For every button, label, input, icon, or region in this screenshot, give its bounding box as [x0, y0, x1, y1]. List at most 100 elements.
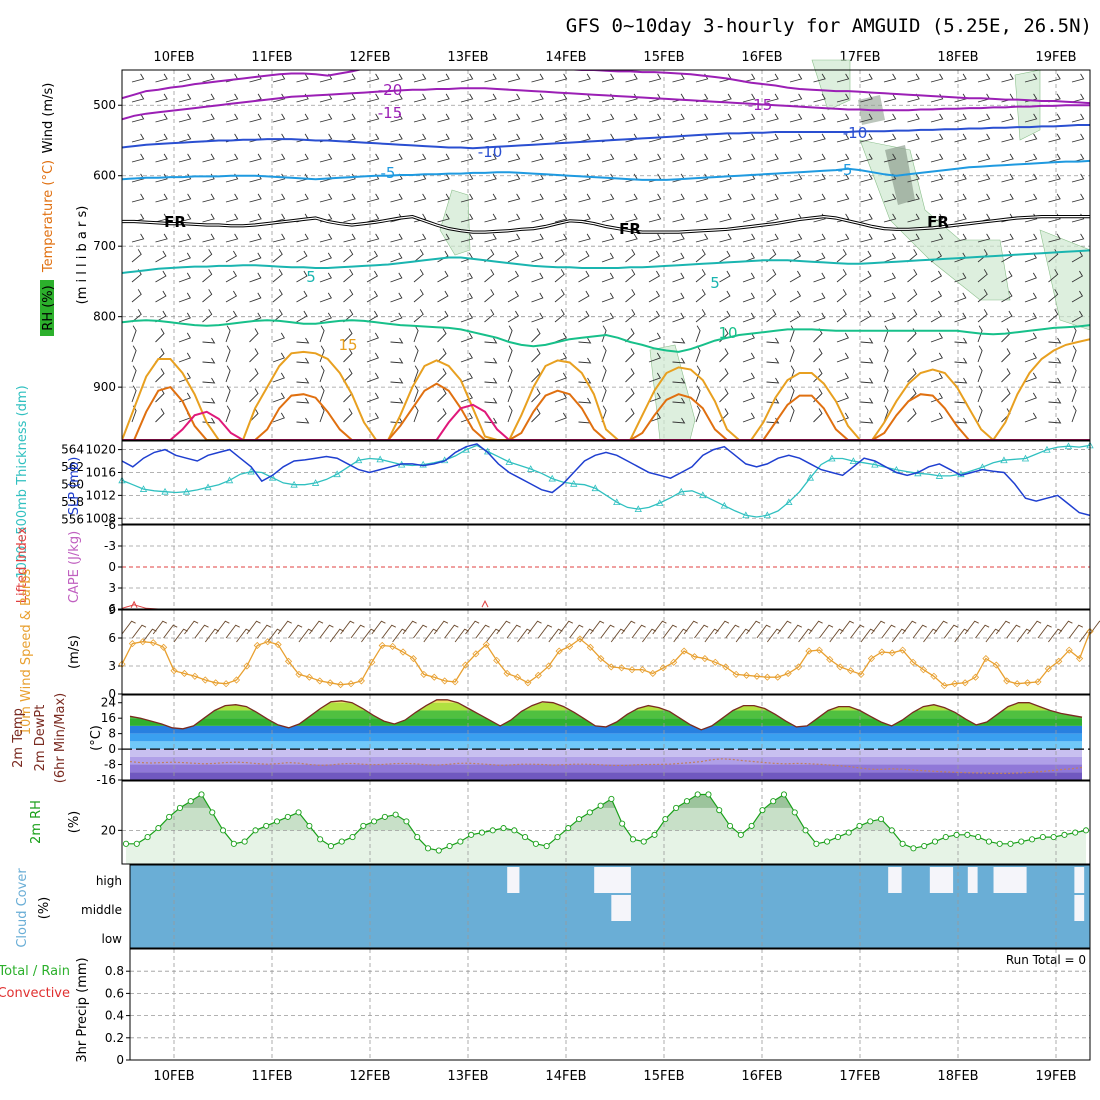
thickness-point — [204, 483, 212, 491]
slp-tick-1008: 1008 — [85, 511, 116, 525]
upper-barb — [366, 392, 379, 403]
wind10m-barb — [995, 620, 1011, 635]
upper-barb — [484, 309, 495, 323]
wind10m-point — [347, 680, 355, 688]
upper-barb — [907, 269, 918, 283]
upper-barb — [601, 233, 615, 243]
upper-barb — [131, 73, 145, 83]
wind10m-barb — [392, 628, 407, 643]
upper-barb — [296, 193, 309, 203]
upper-barb — [178, 392, 191, 403]
upper-barb — [507, 310, 520, 323]
upper-barb — [977, 153, 991, 163]
wind10m-barb — [267, 628, 282, 643]
upper-barb — [178, 332, 191, 343]
upper-barb — [813, 133, 826, 143]
wind10m-barb — [548, 628, 563, 643]
wind10m-point — [826, 655, 834, 664]
upper-barb — [1024, 153, 1038, 163]
upper-barb — [460, 213, 474, 223]
upper-barb — [719, 93, 732, 103]
upper-barb — [1024, 113, 1038, 123]
upper-barb — [625, 233, 638, 243]
upper-barb — [366, 290, 379, 303]
upper-barb — [249, 213, 262, 223]
wind10m-point — [670, 658, 678, 666]
upper-barb — [1071, 290, 1084, 303]
wind10m-point — [899, 646, 907, 654]
temp-band-8 — [130, 756, 1082, 765]
cloud-clear-1 — [594, 867, 631, 893]
upper-barb — [719, 133, 732, 143]
isotherm-5 — [122, 249, 1090, 274]
label-wind: Wind (m/s) — [41, 83, 56, 154]
upper-barb — [202, 173, 215, 183]
upper-barb — [1048, 309, 1059, 323]
upper-barb — [366, 233, 380, 243]
upper-barb — [413, 213, 427, 223]
temp-band-1 — [130, 702, 1082, 711]
upper-barb — [954, 133, 967, 143]
rh-point — [1082, 827, 1090, 834]
upper-barb — [883, 385, 889, 403]
thickness-point — [462, 445, 470, 453]
wind10m-barb — [766, 628, 782, 643]
upper-barb — [296, 73, 309, 83]
isotherm-label-2: -15 — [748, 96, 773, 114]
upper-barb — [131, 365, 137, 383]
upper-barb — [578, 93, 591, 103]
cloud-clear-3 — [888, 867, 902, 893]
wind10m-barb — [163, 624, 178, 639]
upper-barb — [954, 233, 967, 243]
panel-frame-4 — [121, 694, 1091, 781]
li-tick-3: 3 — [108, 581, 116, 595]
wind10m-barb — [277, 620, 292, 635]
upper-barb — [1071, 310, 1084, 323]
upper-barb — [719, 250, 731, 263]
upper-barb — [390, 193, 403, 203]
upper-barb — [907, 133, 920, 143]
upper-barb — [719, 310, 731, 323]
upper-barb — [225, 345, 231, 363]
upper-barb — [625, 269, 636, 283]
thickness-point — [591, 484, 599, 492]
upper-barb — [460, 173, 474, 183]
upper-barb — [249, 328, 259, 343]
upper-barb — [672, 93, 685, 103]
upper-barb — [437, 310, 449, 323]
date-bottom-15FEB: 15FEB — [643, 1069, 684, 1084]
rh-patch-4 — [1014, 69, 1041, 141]
upper-barb — [507, 385, 513, 403]
upper-barb — [648, 233, 662, 243]
wind10m-barb — [777, 620, 792, 635]
rh-point — [381, 813, 388, 820]
wind10m-barb — [475, 624, 490, 639]
wind10m-barb — [850, 624, 865, 639]
upper-barb — [507, 290, 520, 303]
upper-barb — [883, 325, 889, 343]
upper-barb — [343, 193, 356, 203]
upper-barb — [860, 337, 874, 344]
upper-barb — [413, 269, 424, 283]
upper-barb — [272, 133, 286, 143]
thickness-point — [742, 511, 750, 519]
upper-barb — [272, 289, 283, 303]
rh-point — [220, 827, 227, 834]
wind10m-barb — [1068, 624, 1084, 639]
upper-barb — [554, 213, 568, 223]
upper-barb — [366, 133, 380, 143]
rh-point — [683, 798, 690, 805]
upper-barb — [766, 153, 779, 163]
upper-barb — [249, 233, 262, 243]
wind10m-point — [961, 679, 969, 687]
upper-barb — [907, 309, 918, 323]
upper-barb — [484, 173, 497, 183]
upper-barb — [484, 397, 498, 404]
upper-barb — [366, 213, 380, 223]
upper-barb — [813, 153, 826, 163]
upper-barb — [860, 113, 873, 123]
wind10m-point — [971, 673, 980, 681]
wind10m-barb — [610, 628, 626, 643]
wind10m-point — [482, 640, 490, 649]
upper-barb — [977, 289, 988, 303]
